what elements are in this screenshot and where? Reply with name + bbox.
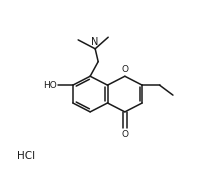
Text: HCl: HCl <box>17 151 35 161</box>
Text: HO: HO <box>43 81 57 90</box>
Text: O: O <box>121 65 128 74</box>
Text: O: O <box>121 131 128 139</box>
Text: N: N <box>91 37 98 47</box>
